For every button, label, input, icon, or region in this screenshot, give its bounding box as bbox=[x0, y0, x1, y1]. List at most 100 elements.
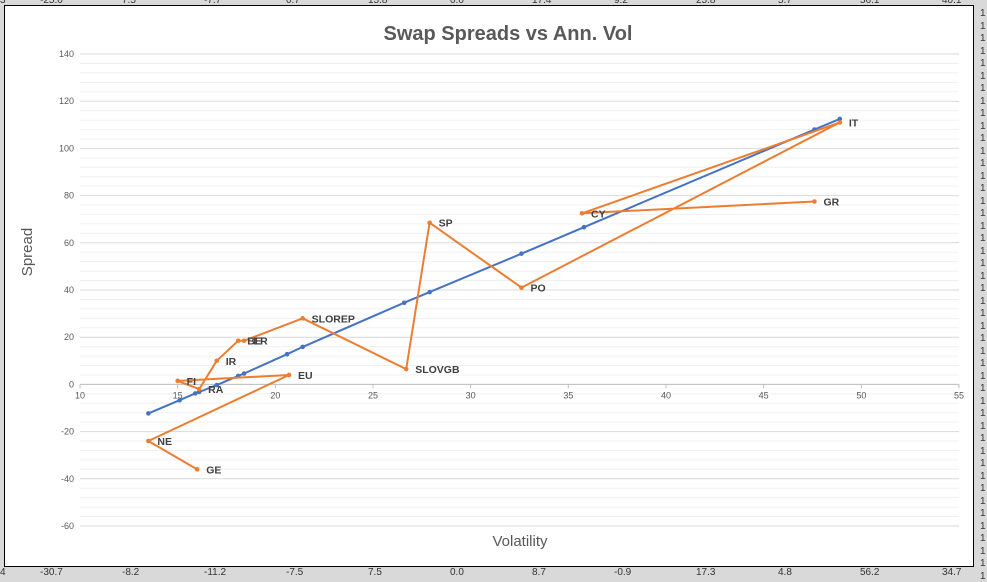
background-number: -25.0 bbox=[40, 0, 63, 6]
background-number: 1 bbox=[980, 245, 986, 257]
background-number: 0.7 bbox=[286, 0, 300, 6]
background-number: 4.8 bbox=[778, 567, 792, 578]
data-point bbox=[837, 120, 843, 125]
x-tick-label: 10 bbox=[75, 390, 85, 400]
point-label: ER bbox=[253, 336, 268, 348]
y-tick-label: 0 bbox=[69, 379, 74, 389]
data-point bbox=[175, 378, 180, 384]
background-number: 1 bbox=[980, 558, 986, 569]
fit-point bbox=[427, 289, 432, 295]
y-axis-title: Spread bbox=[19, 228, 36, 276]
data-point bbox=[241, 338, 247, 344]
background-number: 34.7 bbox=[942, 567, 962, 578]
background-number: 1 bbox=[980, 20, 986, 32]
background-number: 1 bbox=[980, 95, 986, 107]
x-tick-label: 25 bbox=[368, 390, 378, 400]
background-number: 1 bbox=[980, 320, 986, 332]
background-number: 1 bbox=[980, 145, 986, 157]
background-number: 1 bbox=[980, 533, 986, 544]
y-tick-label: -60 bbox=[61, 521, 74, 531]
point-label: GE bbox=[206, 464, 221, 476]
fit-point bbox=[284, 351, 290, 357]
data-point bbox=[427, 220, 432, 226]
background-number: 3 bbox=[0, 0, 6, 6]
background-number: 0.0 bbox=[450, 0, 464, 6]
fit-point bbox=[241, 371, 247, 376]
background-number: 15.8 bbox=[368, 0, 388, 6]
x-tick-label: 45 bbox=[759, 390, 769, 400]
background-number: 1 bbox=[980, 208, 986, 219]
fit-point bbox=[581, 224, 587, 230]
background-number: 1 bbox=[980, 383, 986, 394]
background-number: 1 bbox=[980, 420, 986, 432]
background-number: 1 bbox=[980, 408, 986, 419]
x-tick-label: 15 bbox=[173, 390, 183, 400]
background-number: 1 bbox=[980, 445, 986, 457]
x-tick-label: 35 bbox=[563, 390, 573, 400]
point-label: FI bbox=[187, 376, 196, 388]
background-number-strip-top: -25.0 7.5 -7.7 0.7 15.8 0.0 17.4 9.2 25.8 5.7 56.1… bbox=[0, 0, 987, 7]
background-number: 1 bbox=[980, 295, 986, 307]
background-number: 1 bbox=[980, 233, 986, 244]
x-axis-title: Volatility bbox=[492, 533, 548, 550]
background-number: 1 bbox=[980, 345, 986, 357]
series-layer bbox=[146, 116, 843, 472]
data-point bbox=[403, 366, 409, 372]
data-point bbox=[519, 285, 524, 290]
background-number: 1 bbox=[980, 483, 986, 494]
data-point bbox=[235, 338, 241, 344]
background-number-strip-bottom: -30.7 -8.2 -11.2 -7.5 7.5 0.0 8.7 -0.9 17.3 4.8 56… bbox=[0, 567, 987, 580]
background-number: 1 bbox=[980, 33, 986, 44]
background-number: 25.8 bbox=[696, 0, 716, 6]
grid-layer bbox=[80, 53, 959, 527]
y-tick-label: -20 bbox=[61, 427, 74, 437]
background-number: -7.7 bbox=[204, 0, 222, 6]
point-label: BE bbox=[247, 336, 262, 348]
background-number: 1 bbox=[980, 433, 986, 444]
chart-area[interactable]: Swap Spreads vs Ann. Vol -60 -40 -20 0 20 40 6… bbox=[4, 5, 974, 567]
point-label: PO bbox=[530, 283, 545, 295]
background-number: 1 bbox=[980, 508, 986, 519]
background-number: 1 bbox=[980, 358, 986, 369]
background-number: 1 bbox=[980, 58, 986, 69]
fit-point bbox=[401, 300, 407, 306]
background-number: 1 bbox=[980, 108, 986, 119]
background-number: 1 bbox=[980, 83, 986, 94]
background-number: 1 bbox=[980, 183, 986, 194]
y-tick-label: -40 bbox=[61, 474, 74, 484]
background-number: 1 bbox=[980, 195, 986, 207]
background-number: -30.7 bbox=[40, 567, 63, 578]
x-tick-label: 55 bbox=[954, 390, 964, 400]
background-number: 7.5 bbox=[122, 0, 136, 6]
background-number: 1 bbox=[980, 545, 986, 557]
data-point bbox=[194, 467, 200, 472]
point-label: EU bbox=[298, 370, 313, 382]
point-label: IR bbox=[226, 356, 237, 368]
background-number: 1 bbox=[980, 170, 986, 182]
background-number: 56.1 bbox=[860, 0, 880, 6]
background-number: 1 bbox=[980, 158, 986, 169]
background-number: 1 bbox=[980, 270, 986, 282]
background-number: -8.2 bbox=[122, 567, 140, 578]
y-tick-label: 20 bbox=[64, 332, 74, 342]
background-number: 1 bbox=[980, 458, 986, 469]
point-label: SP bbox=[439, 218, 453, 230]
x-tick-label: 30 bbox=[466, 390, 476, 400]
background-number: 1 bbox=[980, 495, 986, 507]
background-number: 1 bbox=[980, 395, 986, 407]
chart-title: Swap Spreads vs Ann. Vol bbox=[384, 23, 633, 45]
background-number: 0.0 bbox=[450, 567, 464, 578]
background-number: 1 bbox=[980, 283, 986, 294]
y-tick-label: 80 bbox=[64, 191, 74, 201]
data-point bbox=[812, 199, 817, 204]
background-number: 1 bbox=[980, 370, 986, 382]
background-number: 1 bbox=[980, 133, 986, 144]
point-label: IT bbox=[849, 117, 859, 129]
background-number: 17.4 bbox=[532, 0, 552, 6]
point-label: SLOREP bbox=[312, 313, 355, 325]
y-tick-label: 120 bbox=[59, 96, 74, 106]
background-number: 17.3 bbox=[696, 567, 716, 578]
y-tick-label: 100 bbox=[59, 143, 74, 153]
y-tick-label: 140 bbox=[59, 49, 74, 59]
